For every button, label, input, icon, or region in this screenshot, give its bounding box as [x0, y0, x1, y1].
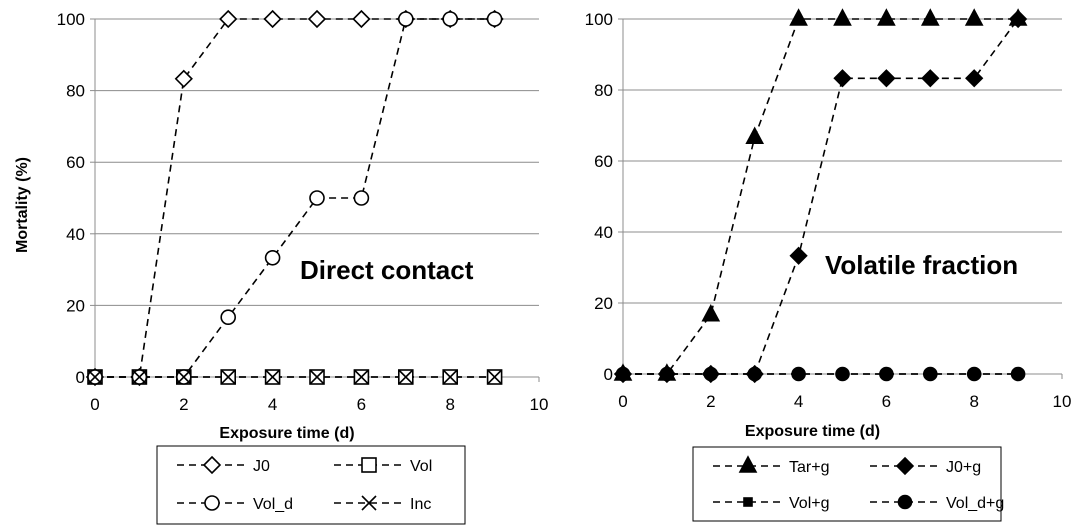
y-tick-label: 40: [66, 225, 85, 244]
data-point-inc: [398, 369, 414, 385]
data-point-tar-g: [789, 8, 808, 26]
data-point-tar-g: [833, 8, 852, 26]
legend-marker-vol-d-g: [897, 494, 913, 510]
legend-marker-j0: [202, 455, 222, 475]
data-point-tar-g: [964, 8, 984, 26]
y-tick-label: 100: [585, 10, 613, 29]
x-tick-label: 8: [445, 395, 454, 414]
data-point-vol-d-g: [966, 366, 982, 382]
data-point-inc: [131, 369, 147, 385]
data-point-vol-d-g: [922, 366, 938, 382]
data-point-vol-d: [442, 11, 459, 27]
x-tick-label: 6: [357, 395, 366, 414]
data-point-inc: [176, 369, 192, 385]
data-point-j0-g: [877, 69, 896, 88]
x-tick-label: 4: [794, 392, 803, 411]
legend-label-tar-g: Tar+g: [789, 459, 829, 476]
legend-label-j0: J0: [253, 458, 270, 475]
chart-volatile-fraction: 0 20 40 60 80 100 0 2 4 6 8 10 Exposure time (d) Vola…: [585, 8, 1072, 522]
y-tick-label: 0: [604, 365, 613, 384]
legend-label-j0-g: J0+g: [946, 459, 981, 476]
x-tick-label: 10: [1053, 392, 1072, 411]
data-point-vol-d-g: [835, 366, 850, 382]
legend-label-inc: Inc: [410, 496, 431, 513]
data-point-vol-d-g: [703, 366, 719, 382]
data-point-inc: [309, 369, 325, 385]
legend-marker-j0-g: [895, 456, 915, 476]
data-point-tar-g: [920, 8, 940, 26]
data-point-vol-d: [309, 190, 325, 206]
data-point-j0: [307, 9, 327, 29]
data-point-inc: [265, 369, 281, 385]
data-point-j0: [174, 69, 193, 88]
data-point-inc: [487, 369, 503, 385]
x-axis-label: Exposure time (d): [745, 423, 880, 440]
chart-annotation: Direct contact: [300, 255, 474, 285]
data-point-tar-g: [745, 126, 765, 145]
y-tick-label: 20: [66, 296, 85, 315]
data-point-vol-d: [264, 249, 281, 266]
data-point-vol-d-g: [615, 366, 631, 382]
x-tick-label: 2: [179, 395, 188, 414]
legend-marker-vol-d: [204, 495, 220, 511]
x-tick-label: 10: [530, 395, 549, 414]
data-point-vol-d-g: [659, 366, 675, 382]
legend-label-vol: Vol: [410, 458, 432, 475]
legend-box: [692, 446, 1002, 522]
chart-direct-contact: 0 20 40 60 80 100 0 2 4 6 8 10 Exposure time (d) Mort…: [14, 9, 549, 525]
data-point-j0: [263, 9, 282, 29]
y-tick-label: 80: [594, 81, 613, 100]
data-point-inc: [442, 369, 458, 385]
series-line-vol-d: [95, 18, 495, 378]
data-point-tar-g: [701, 304, 721, 322]
legend-label-vol-d-g: Vol_d+g: [946, 495, 1004, 512]
series-line-j0-g: [623, 18, 1019, 375]
legend-box: [156, 445, 466, 525]
data-point-vol-d: [486, 11, 503, 27]
x-tick-label: 0: [90, 395, 99, 414]
legend-marker-tar-g: [738, 455, 758, 473]
data-point-vol-d-g: [791, 366, 806, 382]
legend-label-vol-g: Vol+g: [789, 495, 829, 512]
legend-marker-vol-g: [743, 497, 753, 507]
data-point-j0-g: [789, 246, 808, 265]
data-point-vol-d-g: [747, 366, 763, 382]
x-tick-label: 6: [882, 392, 891, 411]
y-tick-label: 60: [66, 153, 85, 172]
data-point-j0-g: [965, 69, 984, 88]
data-point-vol-d: [220, 309, 236, 326]
y-tick-label: 100: [57, 10, 85, 29]
data-point-inc: [353, 369, 369, 385]
data-point-vol-d: [353, 190, 370, 206]
y-tick-label: 0: [76, 368, 85, 387]
data-point-j0-g: [833, 69, 852, 88]
chart-annotation: Volatile fraction: [825, 250, 1018, 280]
y-tick-label: 20: [594, 294, 613, 313]
x-tick-label: 2: [706, 392, 715, 411]
data-point-inc: [87, 369, 103, 385]
legend-marker-vol: [361, 457, 377, 473]
y-tick-label: 60: [594, 152, 613, 171]
data-point-j0: [219, 9, 238, 29]
series-line-tar-g: [623, 18, 1019, 375]
y-tick-label: 80: [66, 82, 85, 101]
legend-marker-inc: [361, 495, 377, 511]
data-point-j0-g: [1008, 9, 1028, 29]
data-point-tar-g: [877, 8, 896, 26]
x-tick-label: 4: [268, 395, 277, 414]
data-point-vol-d-g: [1010, 366, 1026, 382]
legend-label-vol-d: Vol_d: [253, 496, 293, 513]
series-line-j0: [95, 18, 495, 378]
data-point-inc: [220, 369, 236, 385]
data-point-vol-d: [397, 11, 414, 27]
data-point-j0: [352, 9, 371, 29]
data-point-vol-d-g: [879, 366, 894, 382]
y-axis-label: Mortality (%): [14, 157, 31, 253]
data-point-j0-g: [921, 69, 940, 88]
y-tick-label: 40: [594, 223, 613, 242]
x-tick-label: 0: [618, 392, 627, 411]
x-axis-label: Exposure time (d): [219, 425, 354, 442]
x-tick-label: 8: [969, 392, 978, 411]
